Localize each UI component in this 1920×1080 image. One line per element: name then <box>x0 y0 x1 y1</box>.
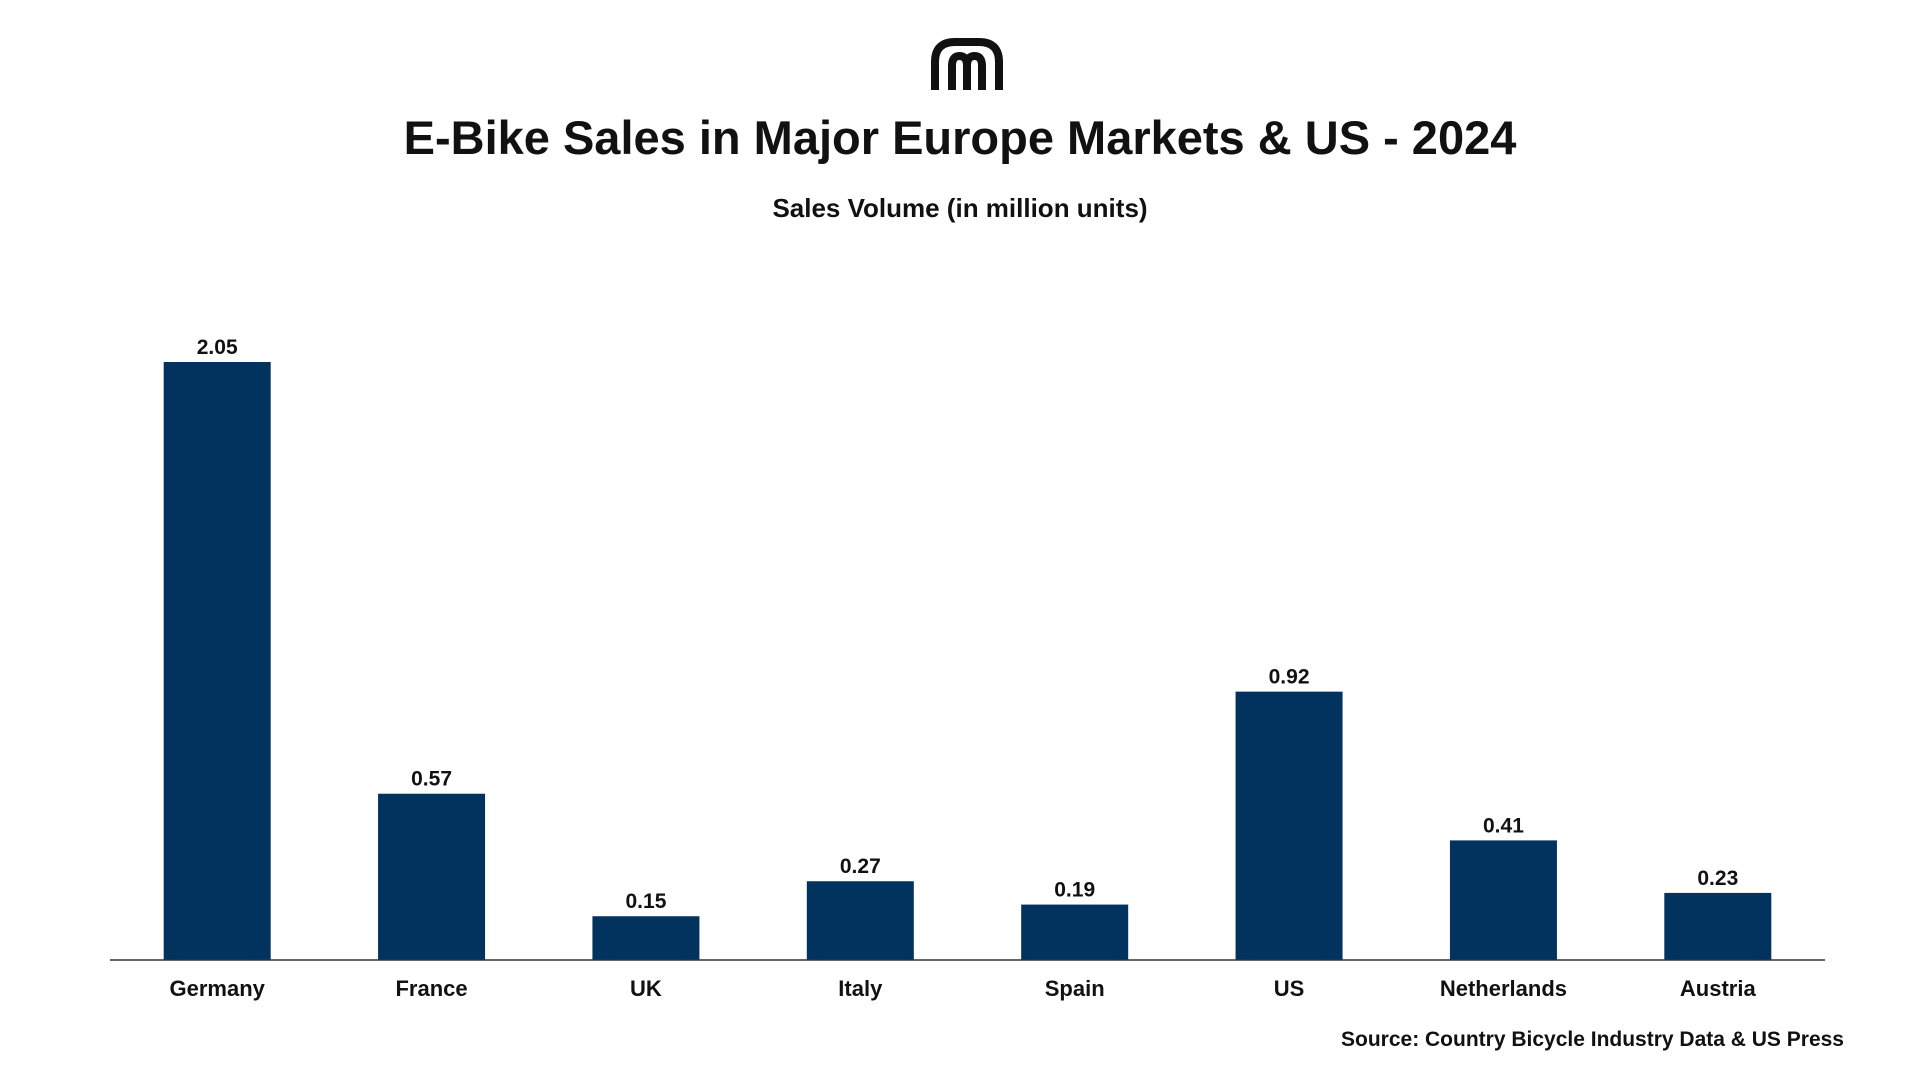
value-labels-group: 2.05 0.57 0.15 0.27 0.19 0.92 0.41 0.23 <box>197 336 1739 913</box>
bar-us <box>1235 691 1343 960</box>
category-label-us: US <box>1274 976 1305 1001</box>
bar-uk <box>592 916 700 960</box>
bar-netherlands <box>1449 840 1557 960</box>
value-label-austria: 0.23 <box>1697 867 1738 890</box>
category-label-uk: UK <box>630 976 662 1001</box>
arches-logo-icon <box>931 38 1003 90</box>
category-label-france: France <box>395 976 467 1001</box>
value-label-spain: 0.19 <box>1054 879 1095 902</box>
bar-italy <box>806 881 914 960</box>
value-label-uk: 0.15 <box>626 890 667 913</box>
logo-inner-arch-right <box>963 51 986 90</box>
logo-outer-arch <box>931 38 1003 90</box>
bar-germany <box>163 362 271 960</box>
category-label-italy: Italy <box>838 976 883 1001</box>
bars-group <box>163 362 1772 960</box>
bar-austria <box>1664 892 1772 960</box>
category-label-germany: Germany <box>169 976 265 1001</box>
value-label-germany: 2.05 <box>197 336 238 359</box>
source-note: Source: Country Bicycle Industry Data & … <box>1341 1028 1844 1051</box>
value-label-france: 0.57 <box>411 768 452 791</box>
category-label-netherlands: Netherlands <box>1440 976 1567 1001</box>
value-label-us: 0.92 <box>1269 666 1310 689</box>
category-label-austria: Austria <box>1680 976 1757 1001</box>
value-label-italy: 0.27 <box>840 855 881 878</box>
category-labels-group: Germany France UK Italy Spain US Netherlands Au… <box>169 976 1756 1001</box>
chart-title: E-Bike Sales in Major Europe Markets & U… <box>403 111 1517 164</box>
bar-spain <box>1021 904 1129 960</box>
chart-subtitle: Sales Volume (in million units) <box>772 193 1148 223</box>
bar-france <box>378 793 486 960</box>
value-label-netherlands: 0.41 <box>1483 814 1524 837</box>
category-label-spain: Spain <box>1045 976 1105 1001</box>
